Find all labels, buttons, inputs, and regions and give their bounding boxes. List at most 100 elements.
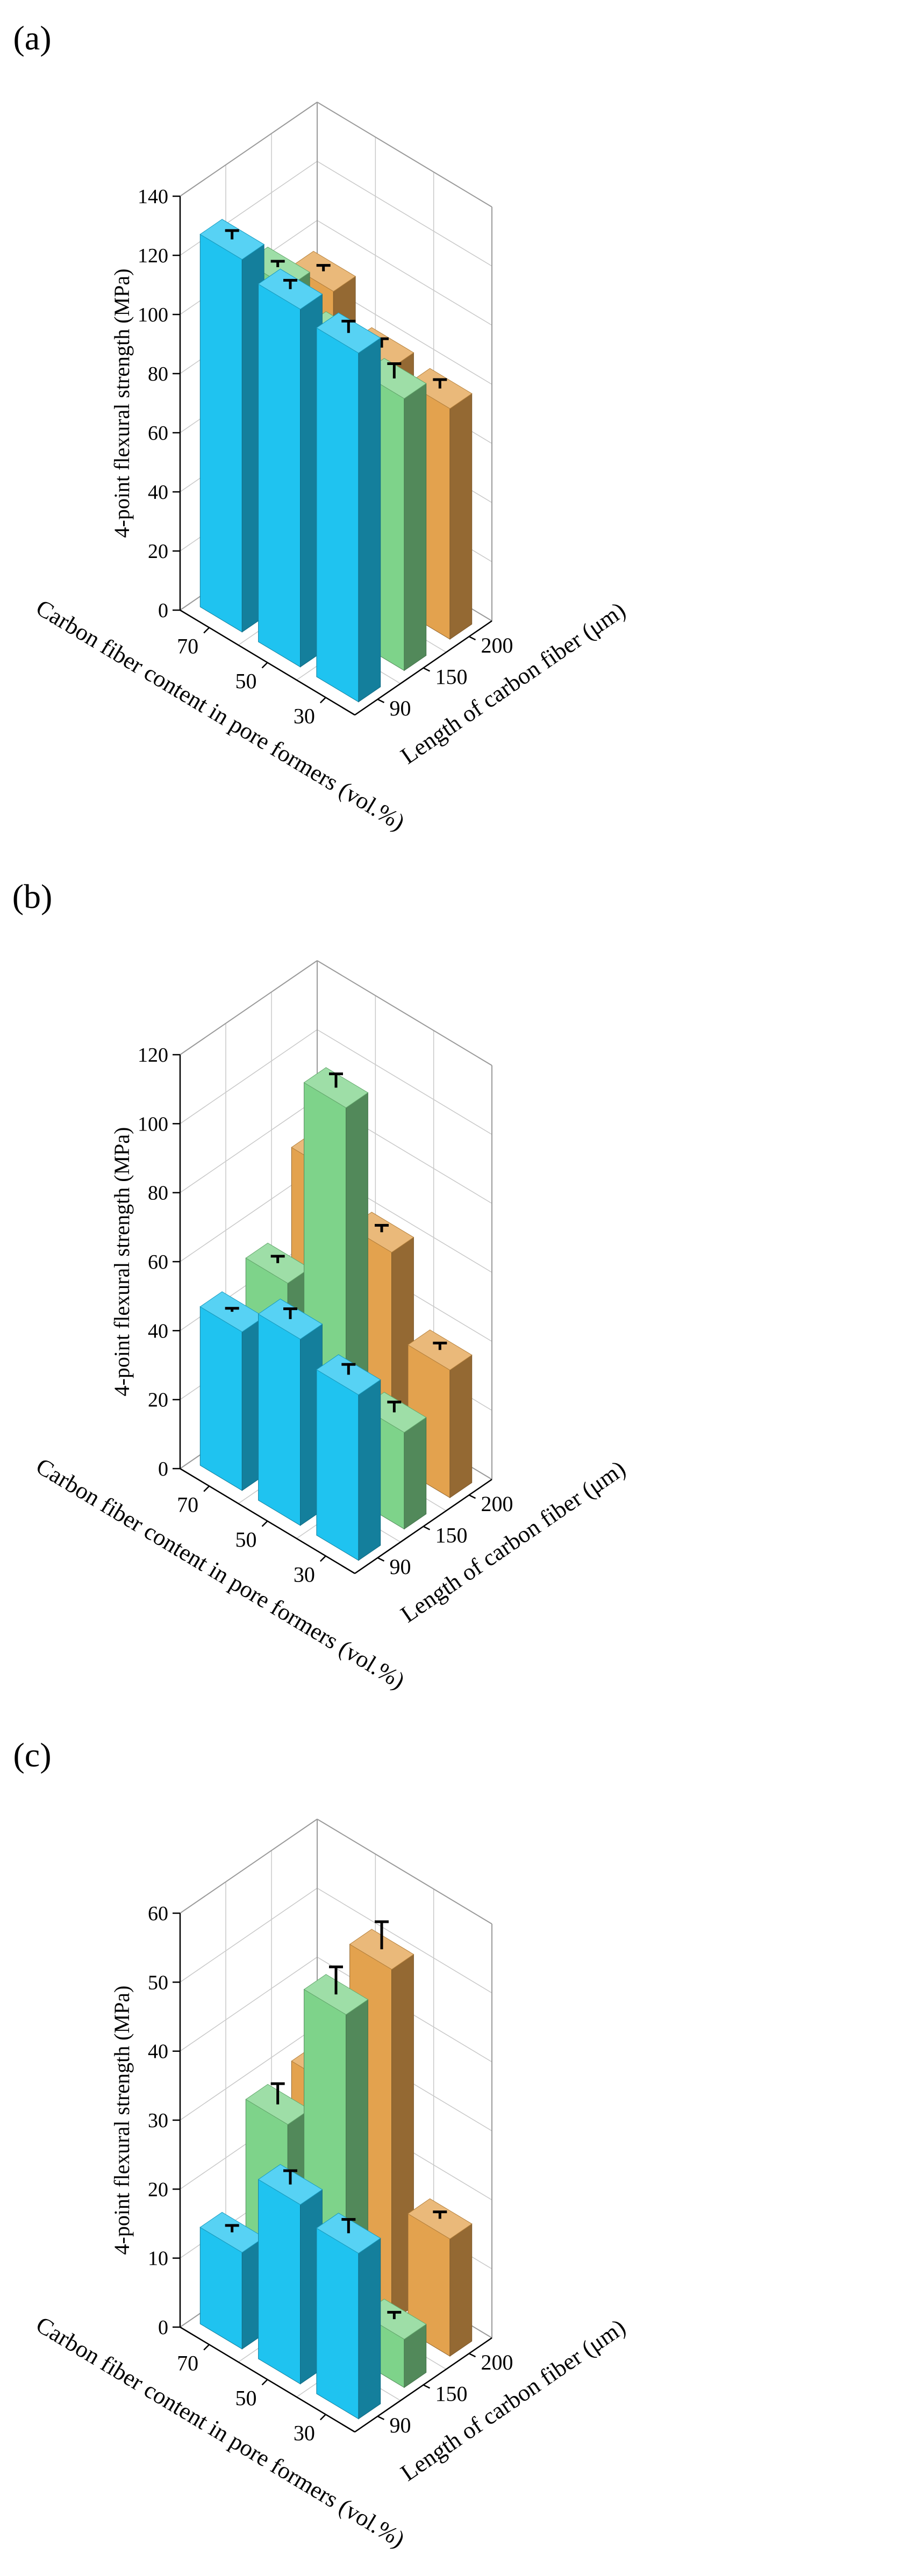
bar-front-face — [258, 2179, 301, 2385]
bar-90-50 — [258, 2164, 323, 2385]
y-tick-label: 80 — [148, 363, 168, 385]
axis-frame-line — [317, 102, 492, 207]
z-tick-label: 200 — [481, 633, 513, 657]
z-tick — [423, 667, 431, 672]
x-tick-label: 30 — [294, 2421, 315, 2445]
y-tick-label: 20 — [148, 540, 168, 563]
z-tick-label: 200 — [481, 2350, 513, 2374]
bar-front-face — [199, 1306, 242, 1491]
bar-top-face — [303, 1974, 369, 2015]
y-axis-label: 4-point flexural strength (MPa) — [110, 1986, 134, 2255]
bar-top-face — [258, 2164, 323, 2205]
bar-side-face — [404, 383, 427, 671]
grid-line — [317, 220, 492, 326]
x-tick — [261, 1520, 268, 1527]
panel-label: (a) — [13, 19, 51, 57]
bar-top-face — [407, 368, 473, 409]
y-axis-label: 4-point flexural strength (MPa) — [110, 1127, 134, 1397]
grid-line — [180, 1029, 318, 1124]
y-tick-label: 40 — [148, 2041, 168, 2063]
y-tick-label: 20 — [148, 2178, 168, 2201]
bar-90-50 — [258, 1298, 323, 1526]
x-tick-label: 70 — [177, 2351, 198, 2375]
y-axis-label: 4-point flexural strength (MPa) — [110, 269, 134, 538]
grid-line — [180, 2026, 318, 2121]
x-tick — [203, 1485, 210, 1492]
x-tick — [319, 697, 326, 704]
grid-line — [317, 161, 492, 267]
x-tick-label: 30 — [294, 1563, 315, 1587]
x-tick-label: 50 — [235, 2386, 257, 2410]
axis-frame-line — [317, 960, 492, 1066]
y-tick-label: 0 — [158, 2316, 168, 2339]
x-tick — [261, 662, 268, 669]
z-tick — [423, 1526, 431, 1530]
bar-front-face — [258, 1313, 301, 1526]
bar-side-face — [358, 1379, 381, 1561]
bar-top-face — [349, 1929, 414, 1970]
z-tick — [468, 636, 476, 641]
grid-line — [317, 1887, 492, 1993]
grid-line — [180, 1957, 318, 2052]
x-tick-label: 50 — [235, 669, 257, 693]
bar-side-face — [449, 2223, 473, 2357]
z-tick — [377, 2415, 385, 2420]
y-tick-label: 50 — [148, 1971, 168, 1994]
panel-label: (b) — [12, 877, 53, 915]
x-tick-label: 70 — [177, 1493, 198, 1517]
bar-side-face — [358, 2237, 381, 2420]
grid-line — [180, 1887, 318, 1983]
axis-frame-line — [180, 1819, 318, 1914]
bar-90-50 — [258, 268, 323, 668]
y-tick-label: 60 — [148, 1902, 168, 1925]
x-tick — [203, 2344, 210, 2351]
x-tick — [203, 627, 210, 634]
bar-90-70 — [199, 2212, 265, 2350]
y-tick-label: 100 — [138, 1113, 168, 1135]
grid-line — [180, 1098, 318, 1193]
bar-front-face — [316, 327, 359, 703]
z-tick-label: 200 — [481, 1492, 513, 1516]
z-tick — [468, 1494, 476, 1499]
bar-90-30 — [316, 1354, 381, 1561]
bar-side-face — [358, 337, 381, 703]
y-tick-label: 40 — [148, 481, 168, 504]
bars — [199, 219, 473, 703]
x-tick — [319, 1555, 326, 1562]
bar-front-face — [258, 283, 301, 668]
y-tick-label: 100 — [138, 304, 168, 326]
bar-90-30 — [316, 312, 381, 703]
y-tick-label: 120 — [138, 245, 168, 267]
bar-front-face — [199, 234, 242, 633]
y-tick-label: 0 — [158, 599, 168, 622]
z-tick-label: 150 — [435, 665, 468, 689]
bar-90-70 — [199, 1291, 265, 1491]
bar-top-face — [291, 251, 356, 292]
bar-side-face — [449, 393, 473, 640]
axis-frame-line — [180, 960, 318, 1055]
chart-panel-b: (b) 0 20 40 60 80 100 120 4-point flexural stren… — [12, 877, 631, 1694]
z-tick — [423, 2384, 431, 2389]
axis-frame-line — [317, 1819, 492, 1924]
y-tick-label: 0 — [158, 1458, 168, 1480]
z-tick-label: 90 — [390, 696, 411, 720]
y-tick-label: 60 — [148, 422, 168, 445]
z-tick — [468, 2353, 476, 2358]
x-tick-label: 70 — [177, 634, 198, 659]
z-tick-label: 150 — [435, 2382, 468, 2406]
z-tick-label: 90 — [390, 2413, 411, 2437]
y-tick-label: 30 — [148, 2109, 168, 2132]
axis-frame-line — [180, 102, 318, 197]
x-tick — [261, 2379, 268, 2386]
bar-side-face — [404, 1416, 427, 1530]
x-tick — [319, 2414, 326, 2421]
y-tick-label: 60 — [148, 1251, 168, 1273]
z-tick-label: 150 — [435, 1523, 468, 1548]
y-tick-label: 20 — [148, 1389, 168, 1412]
chart-panel-c: (c) 0 10 20 30 40 50 60 4-point flexural strengt… — [13, 1736, 630, 2553]
bar-side-face — [449, 1354, 473, 1499]
chart-panel-a: (a) 0 20 40 60 80 100 120 140 4-point flexural st… — [13, 19, 630, 836]
bar-90-30 — [316, 2213, 381, 2420]
bar-front-face — [316, 2228, 359, 2420]
